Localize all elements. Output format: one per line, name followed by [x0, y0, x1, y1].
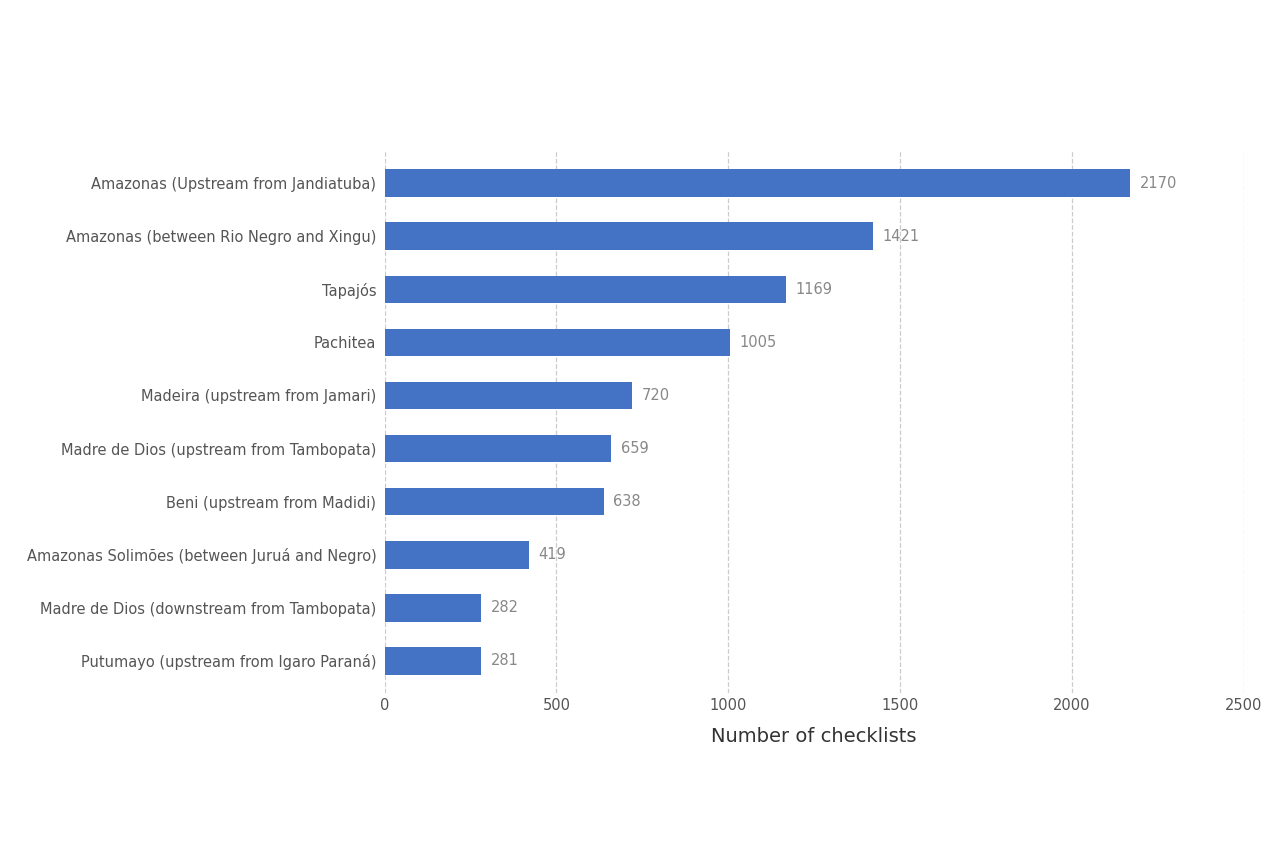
- Bar: [385, 488, 604, 515]
- Text: 1005: 1005: [740, 335, 777, 350]
- Bar: [385, 275, 786, 303]
- Text: application Ictio - April 2018 to September 2022: application Ictio - April 2018 to Septem…: [28, 91, 633, 110]
- Text: 281: 281: [491, 654, 519, 668]
- X-axis label: Number of checklists: Number of checklists: [712, 727, 917, 745]
- Bar: [385, 223, 873, 250]
- Bar: [385, 594, 482, 621]
- Text: Data accessed on September 30, 2022: Data accessed on September 30, 2022: [28, 792, 379, 810]
- Bar: [385, 541, 528, 569]
- Text: 659: 659: [620, 441, 649, 456]
- Text: 282: 282: [491, 600, 519, 615]
- Text: Elaboration: Management Team: Elaboration: Management Team: [641, 813, 928, 831]
- Text: 720: 720: [641, 388, 669, 403]
- Text: Ranking of the top ten bacins with the most fish listing shared with the: Ranking of the top ten bacins with the m…: [28, 37, 928, 57]
- Text: 1421: 1421: [882, 229, 919, 244]
- Bar: [385, 434, 612, 462]
- Text: 638: 638: [613, 494, 641, 509]
- Bar: [385, 382, 632, 410]
- Text: 1169: 1169: [796, 282, 833, 297]
- Text: 2170: 2170: [1140, 176, 1177, 190]
- Bar: [385, 329, 729, 356]
- Bar: [385, 169, 1131, 197]
- Text: Source: Ictio.org: Source: Ictio.org: [641, 778, 788, 796]
- Text: 419: 419: [538, 547, 565, 562]
- Bar: [385, 647, 481, 675]
